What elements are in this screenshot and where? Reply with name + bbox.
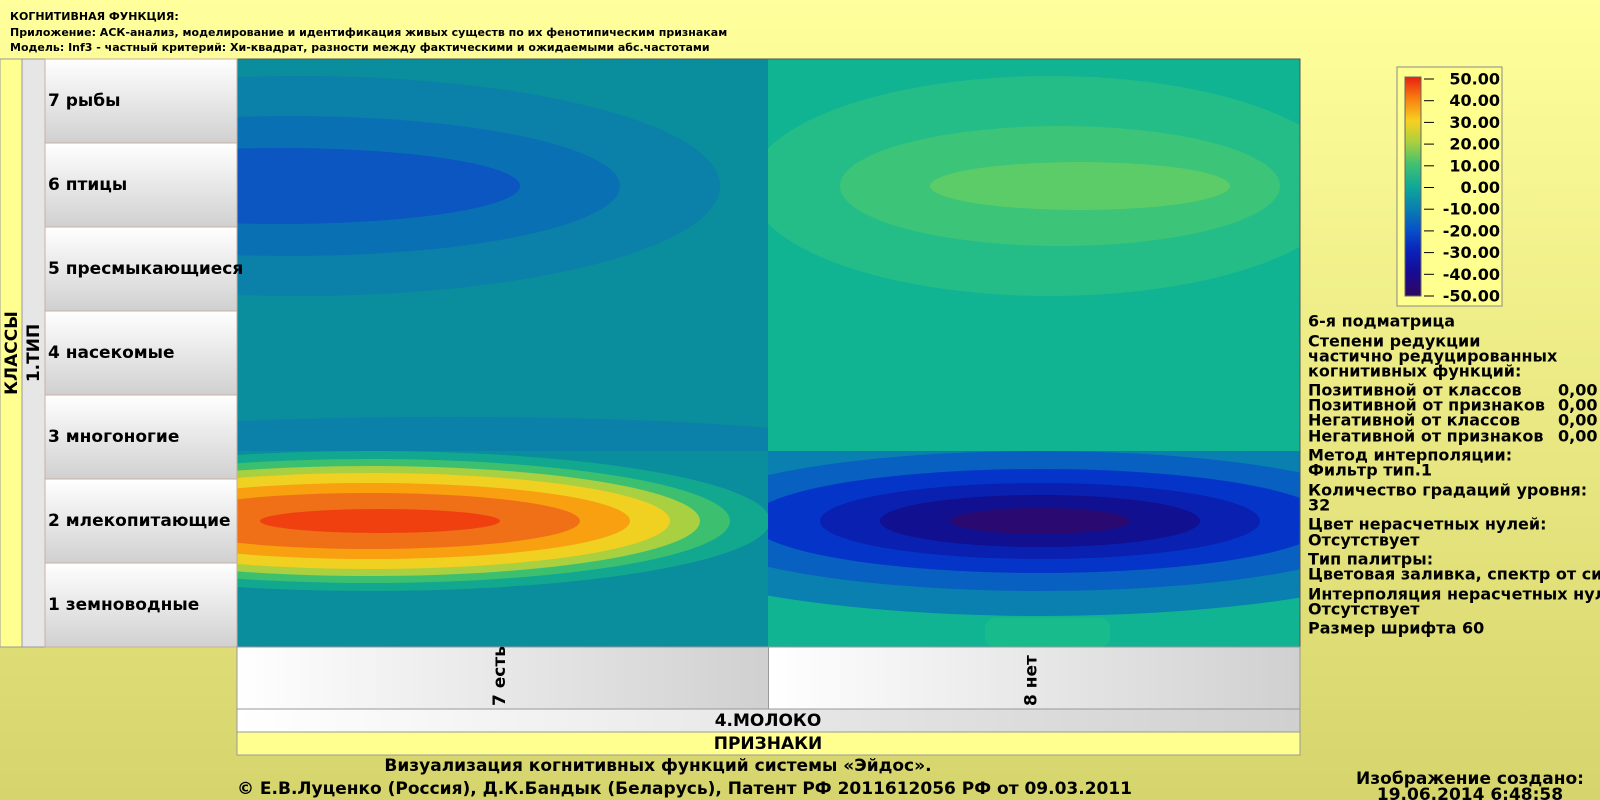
column-labels: 7 есть 8 нет: [236, 646, 1301, 710]
legend-label: 0.00: [1461, 178, 1500, 197]
info-line: Позитивной от признаков: [1308, 396, 1545, 415]
row-labels: 7 рыбы 6 птицы 5 пресмыкающиеся 4 насекомые…: [44, 58, 243, 648]
legend: 50.00 40.00 30.00 20.00 10.00 0.00 -10.00 -20.0…: [1396, 66, 1503, 307]
legend-label: 20.00: [1449, 135, 1500, 154]
info-line: Метод интерполяции:: [1308, 446, 1512, 465]
row-label: 6 птицы: [48, 175, 127, 195]
info-line: Отсутствует: [1308, 600, 1420, 619]
column-cell: [236, 646, 769, 710]
info-line: когнитивных функций:: [1308, 362, 1521, 381]
header-line: Модель: Inf3 - частный критерий: Хи-квад…: [10, 41, 710, 54]
info-line: частично редуцированных: [1308, 347, 1558, 366]
row-label: 3 многоногие: [48, 427, 179, 447]
footer-line: © Е.В.Луценко (Россия), Д.К.Бандык (Бела…: [237, 779, 1132, 799]
info-line: Фильтр тип.1: [1308, 461, 1432, 480]
row-cell: [44, 310, 238, 396]
info-value: 0,00: [1558, 411, 1597, 430]
info-line: Цветовая заливка, спектр от си: [1308, 565, 1600, 584]
info-line: Степени редукции: [1308, 332, 1480, 351]
info-line: Цвет нерасчетных нулей:: [1308, 515, 1547, 534]
info-line: Размер шрифта 60: [1308, 619, 1484, 638]
row-cell: [44, 562, 238, 648]
row-cell: [44, 478, 238, 564]
info-line: Негативной от признаков: [1308, 427, 1544, 446]
row-label: 1 земноводные: [48, 595, 199, 615]
info-value: 0,00: [1558, 381, 1597, 400]
info-line: Количество градаций уровня:: [1308, 481, 1587, 500]
legend-label: 50.00: [1449, 70, 1500, 89]
info-line: Тип палитры:: [1308, 550, 1433, 569]
header-line: КОГНИТИВНАЯ ФУНКЦИЯ:: [10, 10, 179, 23]
row-cell: [44, 142, 238, 228]
row-cell: [44, 58, 238, 144]
legend-label: 10.00: [1449, 156, 1500, 175]
column-label: 7 есть: [490, 646, 510, 706]
columns-title: ПРИЗНАКИ: [714, 734, 823, 754]
rows-title: КЛАССЫ: [2, 311, 22, 395]
timestamp-line: Изображение создано:: [1356, 769, 1584, 789]
row-label: 2 млекопитающие: [48, 511, 231, 531]
info-line: 6-я подматрица: [1308, 312, 1455, 331]
legend-label: 40.00: [1449, 91, 1500, 110]
row-label: 7 рыбы: [48, 91, 121, 111]
header-line: Приложение: АСК-анализ, моделирование и …: [10, 26, 727, 39]
row-label: 5 пресмыкающиеся: [48, 259, 243, 279]
footer-line: Визуализация когнитивных функций системы…: [384, 756, 931, 776]
row-label: 4 насекомые: [48, 343, 175, 363]
legend-label: 30.00: [1449, 113, 1500, 132]
info-value: 0,00: [1558, 427, 1597, 446]
info-line: Позитивной от классов: [1308, 381, 1522, 400]
header: КОГНИТИВНАЯ ФУНКЦИЯ: Приложение: АСК-ана…: [10, 10, 727, 54]
title-cell: [236, 731, 1301, 756]
info-line: Отсутствует: [1308, 531, 1420, 550]
legend-label: -20.00: [1443, 221, 1500, 240]
columns-group: 4.МОЛОКО: [715, 711, 822, 731]
legend-label: -40.00: [1443, 265, 1500, 284]
column-label: 8 нет: [1021, 655, 1041, 706]
legend-label: -30.00: [1443, 243, 1500, 262]
info-line: Негативной от классов: [1308, 411, 1520, 430]
timestamp-line: 19.06.2014 6:48:58: [1377, 785, 1563, 800]
legend-label: -10.00: [1443, 200, 1500, 219]
legend-label: -50.00: [1443, 287, 1500, 306]
column-cell: [768, 646, 1301, 710]
info-value: 0,00: [1558, 396, 1597, 415]
heatmap: [236, 58, 1301, 648]
info-line: 32: [1308, 496, 1330, 515]
info-line: Интерполяция нерасчетных нул: [1308, 585, 1600, 604]
row-cell: [44, 226, 238, 312]
rows-group: 1.ТИП: [24, 324, 44, 382]
